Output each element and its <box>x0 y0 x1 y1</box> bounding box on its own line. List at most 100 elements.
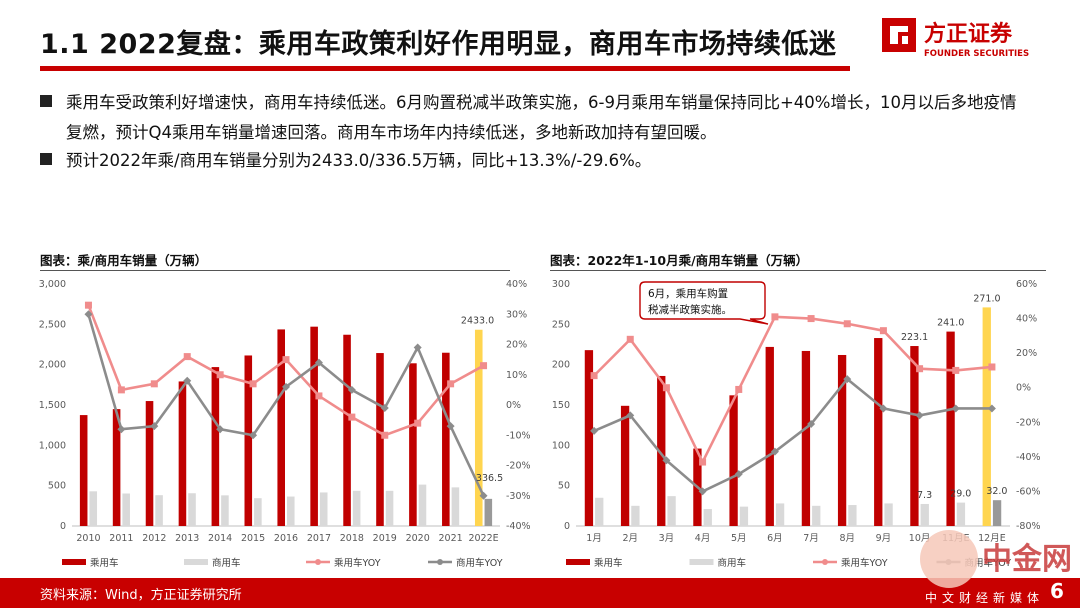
bar-commercial <box>884 503 893 526</box>
y-left-tick-label: 0 <box>564 521 570 532</box>
bar-passenger <box>801 350 811 526</box>
point-commercial-yoy <box>734 470 743 479</box>
annotation-text: 税减半政策实施。 <box>648 303 732 316</box>
bar-passenger <box>657 375 666 526</box>
point-commercial-yoy <box>249 431 258 440</box>
y-left-tick-label: 150 <box>552 400 570 411</box>
y-right-tick-label: 20% <box>1016 348 1037 359</box>
point-commercial-yoy <box>915 411 924 420</box>
point-commercial-yoy <box>590 426 599 435</box>
bar-passenger <box>620 405 630 526</box>
bar-passenger <box>376 353 384 526</box>
point-commercial-yoy <box>84 310 93 319</box>
point-commercial-yoy <box>698 487 707 496</box>
bar-commercial <box>956 502 966 526</box>
bar-passenger <box>584 350 594 526</box>
x-tick-label: 1月 <box>586 533 602 544</box>
y-left-tick-label: 500 <box>48 481 66 492</box>
bar-commercial <box>667 496 676 526</box>
x-tick-label: 2021 <box>439 533 463 544</box>
brand-logo: 方正证券 FOUNDER SECURITIES <box>882 18 1029 59</box>
legend-marker-icon <box>315 559 321 565</box>
point-passenger-yoy <box>117 386 125 394</box>
point-passenger-yoy <box>150 380 158 388</box>
chart-monthly-sales: 0 50 100 150 200 250 300 -80% -60% -40% -20% 0% 20% 4… <box>552 279 1041 569</box>
bar-passenger <box>145 401 154 526</box>
y-right-tick-label: 0% <box>1016 383 1031 394</box>
bar-commercial <box>631 505 640 526</box>
y-right-tick-label: 60% <box>1016 279 1037 290</box>
x-tick-label: 12月E <box>978 533 1006 544</box>
watermark-name: 中金网 <box>982 542 1072 577</box>
bar-commercial <box>287 496 295 526</box>
bullet-square-icon <box>40 95 52 107</box>
point-commercial-yoy <box>987 404 996 413</box>
bar-passenger <box>112 409 121 526</box>
bar-commercial <box>385 490 394 526</box>
bar-commercial <box>188 493 196 526</box>
x-tick-label: 2013 <box>175 533 199 544</box>
point-passenger-yoy <box>381 431 389 439</box>
page-title: 1.1 2022复盘：乘用车政策利好作用明显，商用车市场持续低迷 <box>40 29 837 60</box>
point-commercial-yoy <box>479 491 488 500</box>
x-tick-label: 2015 <box>241 533 265 544</box>
x-tick-label: 8月 <box>839 533 855 544</box>
watermark-slogan: 中文财经新媒体 <box>925 591 1045 605</box>
x-tick-label: 2月 <box>622 533 638 544</box>
bar-commercial <box>221 495 229 526</box>
x-tick-label: 2011 <box>109 533 133 544</box>
point-passenger-yoy <box>843 320 851 328</box>
point-passenger-yoy <box>735 385 743 393</box>
bar-commercial <box>812 505 821 526</box>
point-commercial-yoy <box>347 385 356 394</box>
bar-commercial <box>484 498 493 526</box>
annotation-text: 6月，乘用车购置 <box>648 287 728 300</box>
x-tick-label: 2022E <box>468 533 498 544</box>
bullet-text-2: 预计2022年乘/商用车销量分别为2433.0/336.5万辆，同比+13.3%… <box>66 151 652 170</box>
x-tick-label: 5月 <box>731 533 747 544</box>
y-left-tick-label: 50 <box>558 481 570 492</box>
y-right-tick-label: -20% <box>1016 417 1041 428</box>
bar-commercial <box>775 503 785 526</box>
bar-passenger <box>910 346 919 526</box>
bar-commercial <box>254 498 262 526</box>
y-right-tick-label: -40% <box>506 521 531 532</box>
x-tick-label: 2020 <box>406 533 430 544</box>
y-left-tick-label: 2,500 <box>39 319 66 330</box>
point-passenger-yoy <box>952 366 960 374</box>
chart-annual-sales: 0 500 1,000 1,500 2,000 2,500 3,000 -40% -30% -20… <box>39 279 531 569</box>
title-underline <box>40 66 850 71</box>
point-passenger-yoy <box>183 353 191 361</box>
data-label: 271.0 <box>973 293 1000 304</box>
y-right-tick-label: -40% <box>1016 452 1041 463</box>
bar-passenger <box>277 329 285 526</box>
data-label: 223.1 <box>901 332 928 343</box>
x-tick-label: 7月 <box>803 533 819 544</box>
bar-passenger <box>729 395 738 526</box>
y-left-tick-label: 2,000 <box>39 360 66 371</box>
point-commercial-yoy <box>314 358 323 367</box>
y-left-tick-label: 0 <box>60 521 66 532</box>
point-passenger-yoy <box>480 362 488 370</box>
bar-commercial <box>122 493 130 526</box>
point-passenger-yoy <box>699 458 707 466</box>
bar-commercial <box>451 487 460 526</box>
y-right-tick-label: -10% <box>506 430 531 441</box>
point-passenger-yoy <box>626 335 634 343</box>
chart-caption-monthly: 图表：2022年1-10月乘/商用车销量（万辆） <box>550 253 809 268</box>
y-left-tick-label: 3,000 <box>39 279 66 290</box>
point-commercial-yoy <box>843 375 852 384</box>
data-label: 7.3 <box>917 490 932 501</box>
point-commercial-yoy <box>879 404 888 413</box>
legend-label: 商用车 <box>718 557 747 569</box>
y-right-tick-label: -60% <box>1016 486 1041 497</box>
point-commercial-yoy <box>446 422 455 431</box>
y-right-tick-label: 40% <box>1016 314 1037 325</box>
bar-commercial <box>595 497 604 526</box>
y-right-tick-label: 0% <box>506 400 521 411</box>
caption-divider <box>40 270 510 271</box>
annotation-callout <box>639 281 769 325</box>
legend-swatch-icon <box>566 559 590 565</box>
legend-label: 乘用车YOY <box>841 557 888 569</box>
line-passenger-yoy <box>593 315 993 465</box>
